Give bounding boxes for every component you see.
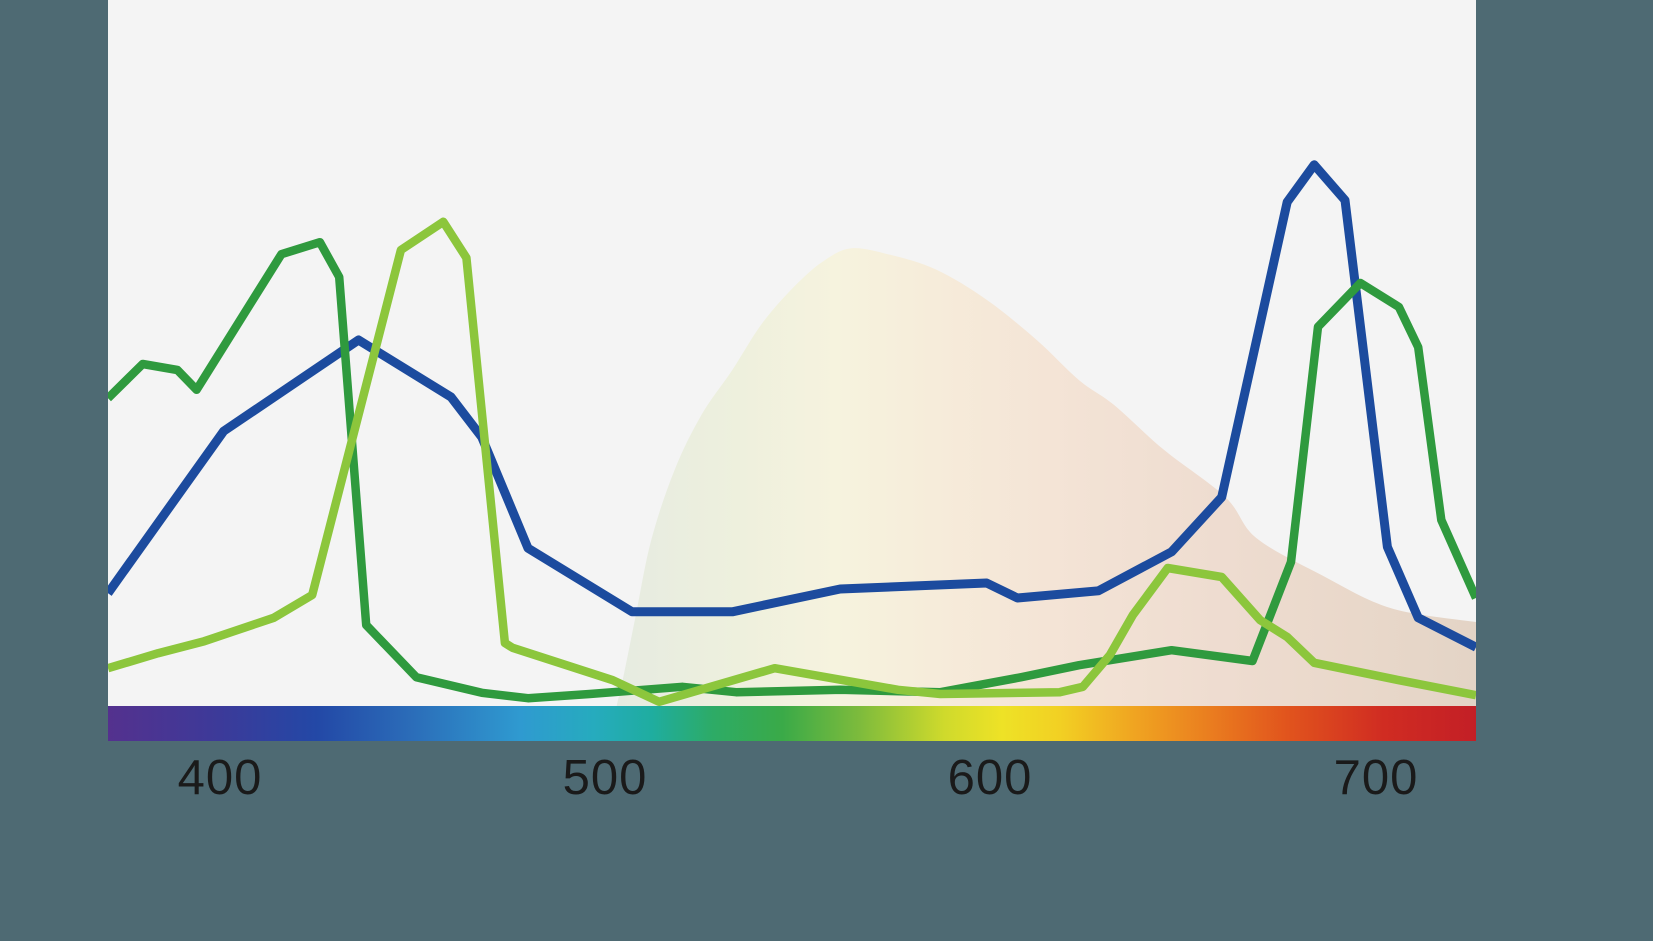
series-line-dark-green bbox=[108, 237, 1476, 703]
series-lines bbox=[108, 160, 1476, 707]
series-line-blue bbox=[108, 160, 1476, 652]
spectrum-bar bbox=[108, 706, 1476, 741]
series-line-light-green bbox=[108, 217, 1476, 707]
